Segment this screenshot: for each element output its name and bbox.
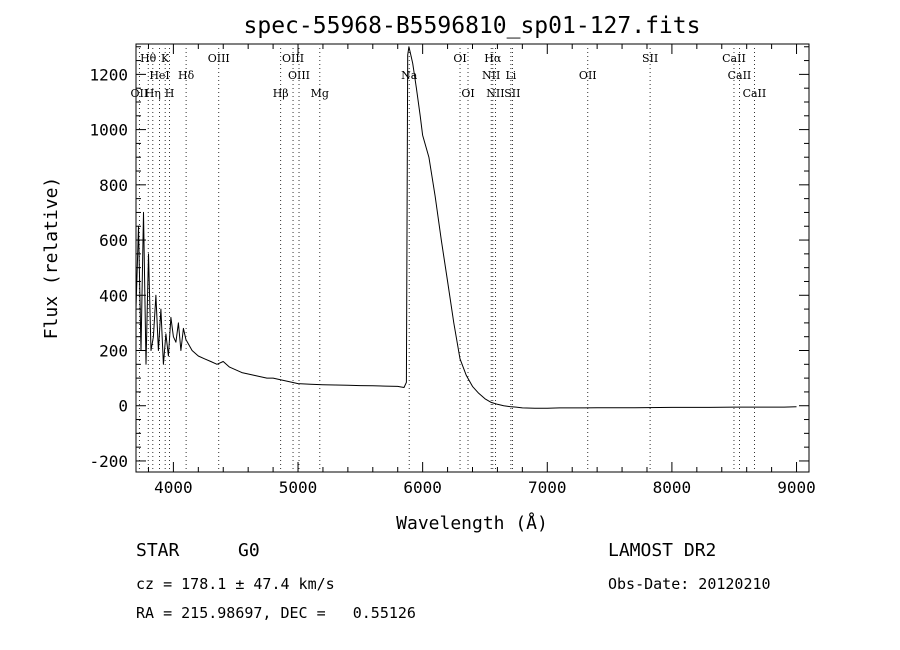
line-marker-label: Hα bbox=[484, 52, 502, 65]
x-tick-label: 5000 bbox=[279, 478, 318, 497]
line-marker-label: Hη bbox=[145, 87, 161, 100]
line-marker-label: OII bbox=[579, 69, 597, 82]
line-marker-label: CaII bbox=[722, 52, 746, 65]
y-tick-label: 200 bbox=[99, 342, 128, 361]
chart-title: spec-55968-B5596810_sp01-127.fits bbox=[244, 13, 701, 39]
y-tick-label: 800 bbox=[99, 176, 128, 195]
y-tick-label: 0 bbox=[118, 397, 128, 416]
object-class: STAR bbox=[136, 540, 180, 561]
line-marker-label: Hδ bbox=[178, 69, 195, 82]
line-marker-label: OIII bbox=[208, 52, 230, 65]
line-marker-label: OI bbox=[453, 52, 466, 65]
line-marker-label: CaII bbox=[743, 87, 767, 100]
x-tick-label: 6000 bbox=[403, 478, 442, 497]
line-marker-label: HeI bbox=[149, 69, 169, 82]
y-tick-label: 400 bbox=[99, 286, 128, 305]
line-marker-label: H bbox=[165, 87, 175, 100]
line-marker-label: NII bbox=[486, 87, 504, 100]
line-marker-label: Li bbox=[505, 69, 516, 82]
spectrum-line bbox=[135, 46, 797, 409]
y-tick-label: 1200 bbox=[89, 65, 128, 84]
line-marker-label: Hθ bbox=[140, 52, 157, 65]
y-axis-label: Flux (relative) bbox=[41, 177, 62, 340]
line-marker-label: Hβ bbox=[273, 87, 289, 100]
coordinates-info: RA = 215.98697, DEC = 0.55126 bbox=[136, 604, 416, 622]
redshift-info: cz = 178.1 ± 47.4 km/s bbox=[136, 575, 335, 593]
line-marker-label: SII bbox=[642, 52, 658, 65]
y-axis: -200 0 200 400 600 800 1000 1200 bbox=[89, 46, 809, 471]
x-tick-label: 7000 bbox=[528, 478, 567, 497]
line-marker-label: SII bbox=[504, 87, 520, 100]
line-marker-label: OII bbox=[131, 87, 149, 100]
line-marker-label: Mg bbox=[311, 87, 329, 100]
y-tick-label: -200 bbox=[89, 452, 128, 471]
x-tick-label: 4000 bbox=[154, 478, 193, 497]
object-subclass: G0 bbox=[238, 540, 260, 561]
line-marker-label: NII bbox=[482, 69, 500, 82]
x-tick-label: 8000 bbox=[653, 478, 692, 497]
y-tick-label: 1000 bbox=[89, 121, 128, 140]
survey-name: LAMOST DR2 bbox=[608, 540, 717, 561]
x-axis-label: Wavelength (Å) bbox=[396, 512, 548, 534]
line-marker-label: OI bbox=[461, 87, 474, 100]
observation-date: Obs-Date: 20120210 bbox=[608, 575, 771, 593]
line-marker-label: K bbox=[161, 52, 170, 65]
y-tick-label: 600 bbox=[99, 231, 128, 250]
line-marker-label: CaII bbox=[728, 69, 752, 82]
x-axis: 4000 5000 6000 7000 8000 9000 bbox=[147, 44, 816, 497]
spectrum-series bbox=[135, 46, 797, 409]
x-tick-label: 9000 bbox=[777, 478, 816, 497]
line-marker-label: OIII bbox=[288, 69, 310, 82]
line-marker-label: OIII bbox=[282, 52, 304, 65]
